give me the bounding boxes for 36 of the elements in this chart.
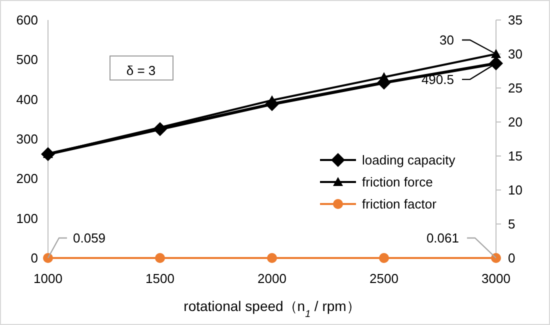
point — [489, 56, 503, 70]
data-label: 0.059 — [73, 230, 106, 246]
point — [491, 252, 501, 263]
y-tick-label: 400 — [16, 92, 38, 107]
x-tick-label: 2500 — [370, 271, 398, 286]
x-tick-label: 2000 — [258, 271, 286, 286]
point — [267, 253, 277, 263]
y2-tick-label: 10 — [508, 182, 522, 198]
y2-tick-label: 25 — [508, 80, 522, 96]
y-tick-label: 0 — [30, 250, 38, 266]
annotation: δ = 3 — [126, 63, 156, 78]
y2-tick-label: 5 — [508, 216, 516, 232]
y-tick-label: 100 — [16, 210, 38, 226]
y2-tick-label: 20 — [508, 114, 522, 130]
y-tick-label: 500 — [16, 52, 38, 68]
legend-label: loading capacity — [362, 152, 456, 168]
point — [379, 253, 389, 263]
point — [43, 252, 53, 263]
y2-tick-label: 30 — [508, 46, 522, 62]
data-label: 0.061 — [426, 230, 459, 246]
data-label: 30 — [440, 32, 454, 48]
point — [379, 72, 389, 82]
point — [491, 49, 501, 58]
point — [155, 253, 165, 263]
y2-tick-label: 0 — [508, 250, 516, 266]
legend-label: friction factor — [362, 196, 438, 212]
y2-tick-label: 35 — [508, 12, 522, 28]
x-tick-label: 1000 — [34, 271, 62, 286]
y-tick-label: 600 — [16, 12, 38, 28]
x-axis-title: rotational speed（n$_{1}$ / rpm） — [184, 298, 360, 320]
y-tick-label: 200 — [16, 171, 38, 186]
y2-tick-label: 15 — [508, 148, 522, 164]
x-tick-label: 1500 — [146, 271, 174, 286]
x-tick-label: 3000 — [482, 271, 510, 286]
legend-label: friction force — [362, 174, 433, 190]
y-tick-label: 300 — [16, 132, 38, 147]
